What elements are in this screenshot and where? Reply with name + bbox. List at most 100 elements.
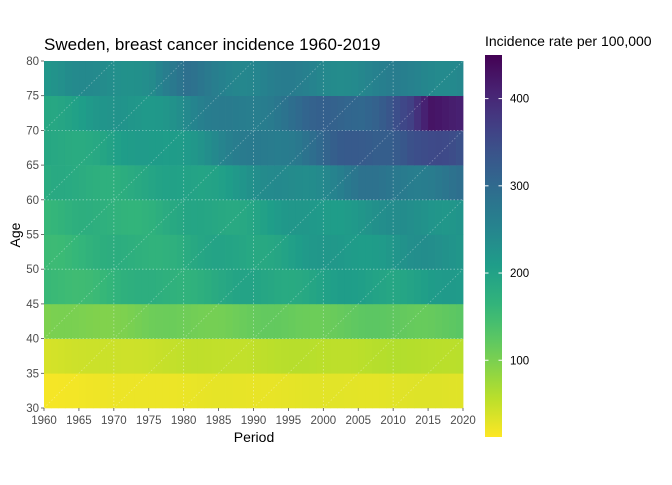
heatmap-cell [421, 199, 429, 235]
heatmap-cell [260, 165, 268, 201]
heatmap-cell [134, 303, 143, 339]
heatmap-cell [92, 165, 101, 201]
heatmap-cell [288, 130, 296, 166]
heatmap-cell [225, 61, 233, 96]
heatmap-cell [92, 373, 101, 409]
heatmap-cell [218, 199, 226, 235]
heatmap-cell [120, 338, 129, 374]
heatmap-cell [456, 95, 464, 131]
heatmap-cell [134, 130, 143, 166]
heatmap-cell [218, 303, 226, 339]
heatmap-cell [323, 95, 331, 131]
heatmap-cell [456, 373, 464, 409]
heatmap-cell [295, 269, 303, 305]
cohort-line [43, 60, 254, 270]
heatmap-cell [64, 234, 73, 270]
heatmap-cell [274, 95, 282, 131]
heatmap-cell [253, 199, 261, 235]
heatmap-cell [57, 338, 66, 374]
heatmap-cell [358, 130, 366, 166]
heatmap-cell [428, 234, 436, 270]
y-tick-label: 70 [26, 125, 39, 137]
heatmap-cell [211, 269, 219, 305]
heatmap-cell [197, 338, 206, 374]
heatmap-cell [232, 130, 240, 166]
heatmap-cell [64, 338, 73, 374]
heatmap-cell [309, 373, 317, 409]
heatmap-cell [148, 269, 157, 305]
heatmap-cell [134, 269, 143, 305]
heatmap-cell [246, 303, 254, 339]
heatmap-cell [400, 303, 408, 339]
heatmap-cell [400, 373, 408, 409]
heatmap-cell [204, 234, 212, 270]
heatmap-cell [225, 338, 233, 374]
heatmap-cell [323, 338, 331, 374]
heatmap-cell [379, 269, 387, 305]
heatmap-cell [274, 338, 282, 374]
heatmap-cell [78, 199, 87, 235]
heatmap-cell [176, 234, 185, 270]
heatmap-cell [316, 165, 324, 201]
heatmap-cell [386, 61, 394, 96]
heatmap-cell [218, 338, 226, 374]
heatmap-cell [92, 130, 101, 166]
heatmap-cell [372, 338, 380, 374]
heatmap-cell [64, 95, 73, 131]
heatmap-cell [449, 165, 457, 201]
heatmap-cell [428, 373, 436, 409]
x-axis: 1960 1965 1970 1975 1980 1985 1990 1995 2000 2005… [31, 408, 476, 427]
heatmap-cell [120, 95, 129, 131]
heatmap-cell [379, 338, 387, 374]
heatmap-cell [379, 61, 387, 96]
heatmap-cell [365, 199, 373, 235]
heatmap-cell [141, 199, 150, 235]
heatmap-cell [372, 61, 380, 96]
heatmap-cell [183, 373, 192, 409]
heatmap-cell [64, 130, 73, 166]
heatmap-cell [309, 165, 317, 201]
heatmap-cell [155, 95, 164, 131]
heatmap-cell [99, 338, 108, 374]
heatmap-cell [85, 130, 94, 166]
heatmap-cell [309, 269, 317, 305]
heatmap-cell [57, 130, 66, 166]
x-tick-label: 1970 [101, 415, 127, 427]
heatmap-cell [372, 234, 380, 270]
heatmap-cell [428, 269, 436, 305]
heatmap-cell [421, 165, 429, 201]
heatmap-cell [260, 199, 268, 235]
heatmap-cell [50, 199, 59, 235]
heatmap-cell [127, 303, 136, 339]
heatmap-cell [127, 95, 136, 131]
heatmap-cell [337, 234, 345, 270]
heatmap-cell [211, 61, 219, 96]
heatmap-cell [120, 373, 129, 409]
heatmap-cell [44, 373, 52, 409]
heatmap-cell [246, 234, 254, 270]
heatmap-cell [393, 199, 401, 235]
heatmap-cell [267, 269, 275, 305]
x-tick-label: 2020 [450, 415, 476, 427]
heatmap-cell [190, 199, 199, 235]
heatmap-cell [169, 338, 178, 374]
legend-ticks: 100 200 300 400 [485, 94, 529, 367]
cohort-line [43, 60, 184, 201]
heatmap-cell [253, 61, 261, 96]
heatmap-cell [106, 269, 115, 305]
heatmap-cell [204, 303, 212, 339]
heatmap-cell [400, 269, 408, 305]
heatmap-cell [44, 199, 52, 235]
heatmap-cell [50, 373, 59, 409]
heatmap-cell [442, 269, 450, 305]
heatmap-cell [183, 95, 192, 131]
heatmap-cell [141, 303, 150, 339]
heatmap-cell [99, 165, 108, 201]
heatmap-cell [379, 95, 387, 131]
heatmap-cell [344, 95, 352, 131]
heatmap-cell [218, 269, 226, 305]
heatmap-cell [204, 61, 212, 96]
heatmap-cell [78, 338, 87, 374]
heatmap-cell [183, 199, 192, 235]
heatmap-cell [295, 234, 303, 270]
